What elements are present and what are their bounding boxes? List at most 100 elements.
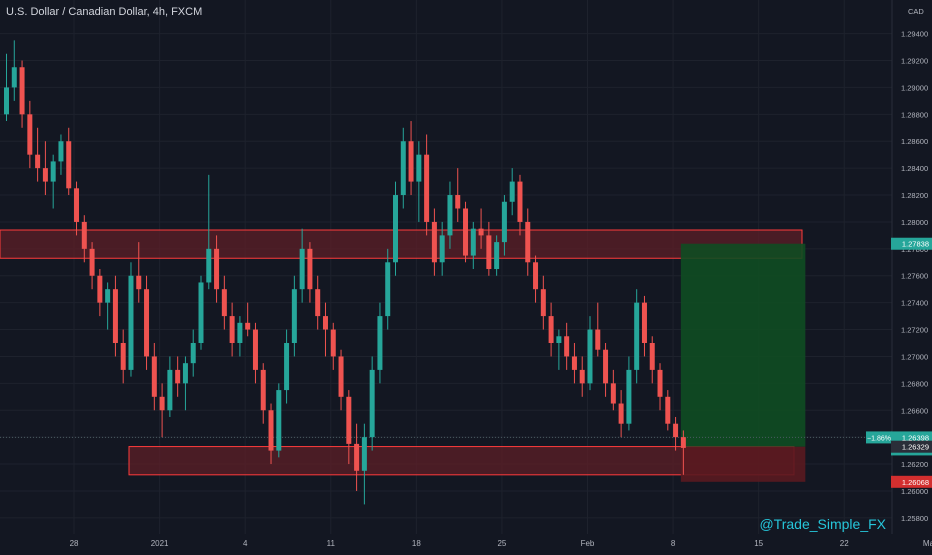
candle-body (339, 356, 344, 396)
y-tick-label: 1.25800 (901, 514, 928, 523)
candle-body (35, 155, 40, 168)
candle-body (300, 249, 305, 289)
candle-body (533, 262, 538, 289)
candle-body (370, 370, 375, 437)
candle-body (572, 356, 577, 369)
candle-body (471, 229, 476, 256)
candle-body (183, 363, 188, 383)
candle-body (611, 383, 616, 403)
candle-body (315, 289, 320, 316)
candle-body (331, 330, 336, 357)
entry-price-label: 1.26329 (902, 443, 929, 452)
candle-body (650, 343, 655, 370)
y-tick-label: 1.27200 (901, 326, 928, 335)
candle-body (377, 316, 382, 370)
candle-body (393, 195, 398, 262)
y-tick-label: 1.26000 (901, 487, 928, 496)
y-tick-label: 1.29200 (901, 57, 928, 66)
candle-body (494, 242, 499, 269)
candle-body (307, 249, 312, 289)
candle-body (681, 437, 686, 448)
candle-body (362, 437, 367, 471)
candle-body (237, 323, 242, 343)
candle-body (206, 249, 211, 283)
y-tick-label: 1.27600 (901, 272, 928, 281)
candle-body (90, 249, 95, 276)
candle-body (214, 249, 219, 289)
candle-body (144, 289, 149, 356)
candle-body (440, 235, 445, 262)
candle-body (603, 350, 608, 384)
x-tick-label: 15 (754, 539, 763, 548)
y-tick-label: 1.27400 (901, 299, 928, 308)
x-tick-label: 2021 (151, 539, 169, 548)
candle-body (525, 222, 530, 262)
candle-body (588, 330, 593, 384)
candle-body (27, 114, 32, 154)
candle-body (284, 343, 289, 390)
candle-body (253, 330, 258, 370)
candle-body (595, 330, 600, 350)
candle-body (517, 182, 522, 222)
x-tick-label: 25 (497, 539, 506, 548)
candle-body (245, 323, 250, 330)
candle-body (401, 141, 406, 195)
y-tick-label: 1.28400 (901, 164, 928, 173)
candle-body (105, 289, 110, 302)
y-tick-label: 1.28000 (901, 218, 928, 227)
x-tick-label: 28 (70, 539, 79, 548)
candle-body (152, 356, 157, 396)
y-tick-label: 1.28800 (901, 110, 928, 119)
candle-body (626, 370, 631, 424)
y-tick-label: 1.26800 (901, 379, 928, 388)
y-tick-label: 1.28200 (901, 191, 928, 200)
candle-body (121, 343, 126, 370)
candle-body (66, 141, 71, 188)
x-tick-label: Mar (923, 539, 932, 548)
candle-body (447, 195, 452, 235)
candle-body (20, 67, 25, 114)
target-price-label: 1.27838 (902, 240, 929, 249)
candle-body (82, 222, 87, 249)
candle-body (4, 87, 9, 114)
candle-body (665, 397, 670, 424)
candle-body (549, 316, 554, 343)
candle-body (619, 404, 624, 424)
candle-body (479, 229, 484, 236)
candle-body (97, 276, 102, 303)
candle-body (12, 67, 17, 87)
candle-body (556, 336, 561, 343)
x-tick-label: 11 (327, 539, 336, 548)
candle-body (346, 397, 351, 444)
candle-body (416, 155, 421, 182)
candle-body (658, 370, 663, 397)
candle-body (292, 289, 297, 343)
candle-body (455, 195, 460, 208)
x-tick-label: 18 (412, 539, 421, 548)
candle-body (160, 397, 165, 410)
x-tick-label: 8 (671, 539, 676, 548)
y-tick-label: 1.29400 (901, 30, 928, 39)
candle-body (323, 316, 328, 329)
candle-body (222, 289, 227, 316)
x-tick-label: 4 (243, 539, 248, 548)
candle-body (51, 161, 56, 181)
candle-body (463, 208, 468, 255)
candle-body (191, 343, 196, 363)
candle-body (74, 188, 79, 222)
candle-body (175, 370, 180, 383)
y-tick-label: 1.29000 (901, 83, 928, 92)
time-axis-background (0, 534, 932, 550)
x-tick-label: Feb (581, 539, 595, 548)
position-profit-area (681, 244, 805, 447)
candle-body (564, 336, 569, 356)
position-loss-area (681, 447, 805, 482)
y-tick-label: 1.28600 (901, 137, 928, 146)
watermark: @Trade_Simple_FX (759, 516, 886, 532)
y-tick-label: 1.27000 (901, 352, 928, 361)
candle-body (385, 262, 390, 316)
candle-body (424, 155, 429, 222)
candle-body (580, 370, 585, 383)
